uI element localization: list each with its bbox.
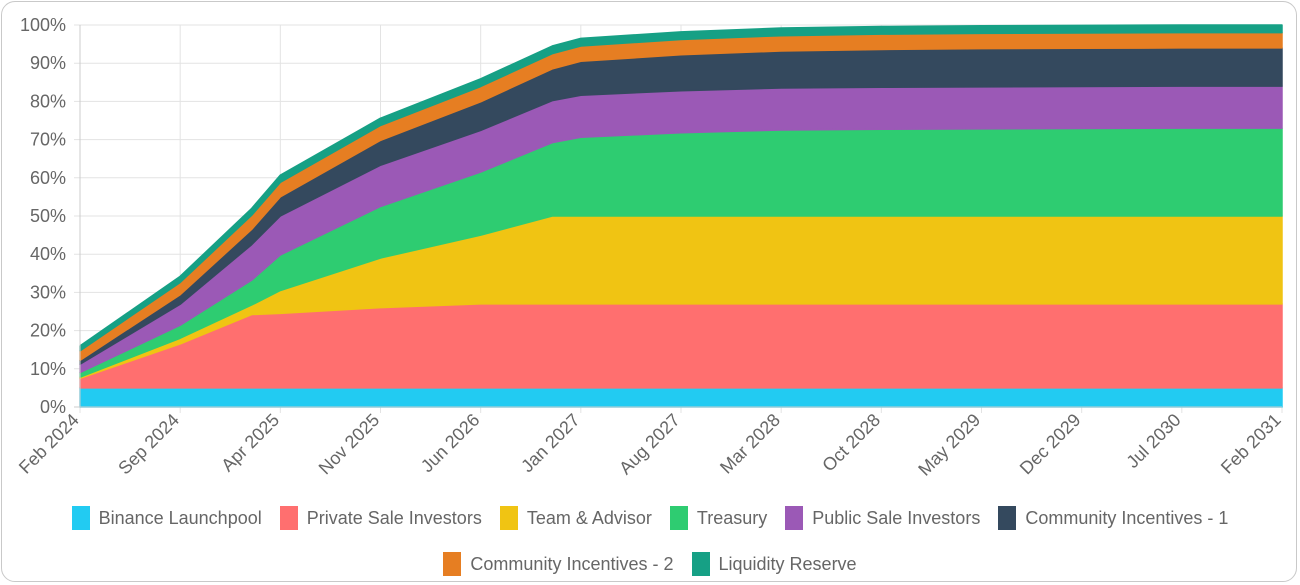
x-tick-label: Feb 2031 xyxy=(1217,410,1285,478)
legend-item[interactable]: Binance Launchpool xyxy=(71,505,262,531)
legend-item[interactable]: Community Incentives - 2 xyxy=(443,551,674,577)
legend-item[interactable]: Treasury xyxy=(669,505,768,531)
legend-label: Liquidity Reserve xyxy=(718,553,857,574)
legend-swatch xyxy=(279,506,298,530)
x-tick-label: Jul 2030 xyxy=(1122,410,1184,472)
legend-swatch xyxy=(71,506,90,530)
area-binance-launchpool xyxy=(79,387,1283,408)
y-tick-label: 90% xyxy=(30,53,66,73)
y-tick-label: 70% xyxy=(30,130,66,150)
legend-item[interactable]: Team & Advisor xyxy=(499,505,652,531)
legend-item[interactable]: Public Sale Investors xyxy=(785,505,980,531)
legend-swatch xyxy=(785,506,804,530)
legend-label: Binance Launchpool xyxy=(98,507,262,528)
y-tick-label: 50% xyxy=(30,206,66,226)
area-private-sale-investors xyxy=(79,303,1283,389)
x-tick-label: Nov 2025 xyxy=(315,410,384,479)
legend-label: Community Incentives - 2 xyxy=(470,553,674,574)
x-tick-label: Jun 2026 xyxy=(417,410,484,477)
legend-swatch xyxy=(998,506,1017,530)
legend-item[interactable]: Liquidity Reserve xyxy=(691,551,857,577)
legend-item[interactable]: Community Incentives - 1 xyxy=(998,505,1228,531)
y-tick-label: 30% xyxy=(30,282,66,302)
y-tick-label: 10% xyxy=(30,359,66,379)
x-tick-label: Oct 2028 xyxy=(818,410,884,476)
legend-swatch xyxy=(443,552,462,576)
legend-swatch xyxy=(669,506,688,530)
y-tick-label: 60% xyxy=(30,168,66,188)
x-tick-label: Feb 2024 xyxy=(15,410,83,478)
legend-label: Public Sale Investors xyxy=(812,507,981,528)
x-tick-label: Sep 2024 xyxy=(114,410,183,479)
x-tick-label: Dec 2029 xyxy=(1016,410,1085,479)
chart-legend: Binance Launchpool Private Sale Investors… xyxy=(0,505,1300,577)
legend-swatch xyxy=(691,552,710,576)
y-tick-label: 80% xyxy=(30,91,66,111)
area-liquidity-reserve xyxy=(79,24,1283,352)
x-tick-label: Apr 2025 xyxy=(217,410,283,476)
x-tick-label: Mar 2028 xyxy=(716,410,784,478)
x-tick-label: May 2029 xyxy=(914,410,984,480)
legend-label: Treasury xyxy=(696,507,768,528)
x-tick-label: Aug 2027 xyxy=(615,410,684,479)
legend-label: Private Sale Investors xyxy=(306,507,482,528)
legend-label: Community Incentives - 1 xyxy=(1025,507,1229,528)
legend-item[interactable]: Private Sale Investors xyxy=(279,505,482,531)
y-tick-label: 20% xyxy=(30,321,66,341)
legend-swatch xyxy=(499,506,518,530)
legend-label: Team & Advisor xyxy=(526,507,652,528)
y-tick-label: 100% xyxy=(20,15,66,35)
x-tick-label: Jan 2027 xyxy=(517,410,584,477)
y-tick-label: 40% xyxy=(30,244,66,264)
y-tick-label: 0% xyxy=(40,397,66,417)
